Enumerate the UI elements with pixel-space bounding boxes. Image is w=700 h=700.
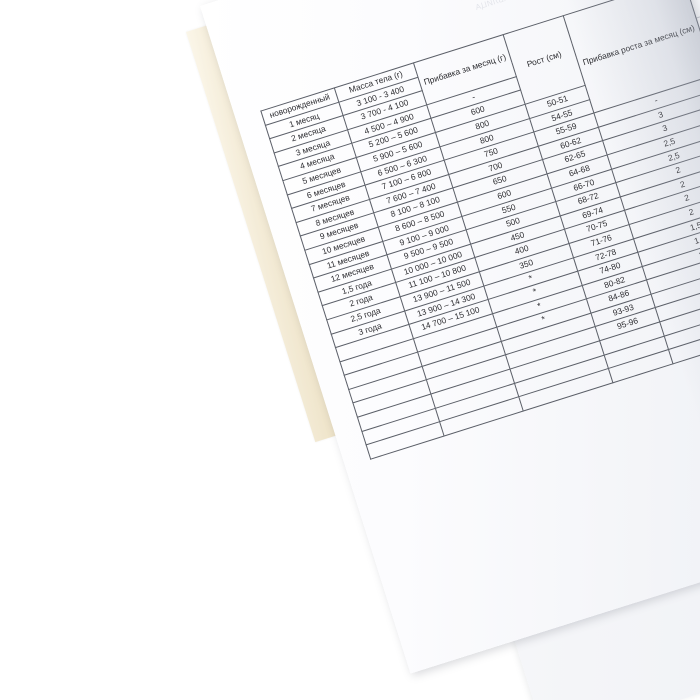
- table-container: новорожденный Масса тела (г) Прибавка за м…: [260, 0, 700, 460]
- table-page: НОРМЫ РОСТА И ВЕСА РЕБЕНКА КРАТКИЙ МЕДИЦ…: [200, 0, 700, 674]
- norms-table: новорожденный Масса тела (г) Прибавка за м…: [260, 0, 700, 460]
- table-body: новорожденный Масса тела (г) Прибавка за м…: [260, 0, 700, 460]
- ghost-print: ТАБЛИЦА: [473, 0, 516, 13]
